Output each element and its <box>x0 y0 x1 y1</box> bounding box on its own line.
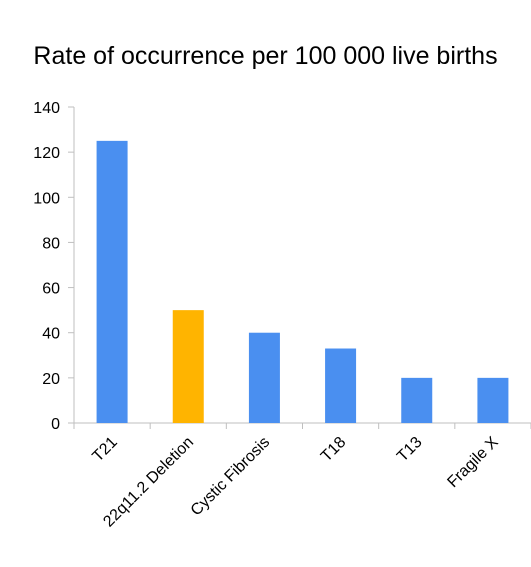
y-tick-label: 60 <box>42 281 60 298</box>
bar-t13 <box>401 377 433 423</box>
x-category-label: Fragile X <box>444 434 502 492</box>
y-tick-label: 100 <box>33 190 60 207</box>
x-category-label: T18 <box>318 434 350 466</box>
y-tick-label: 20 <box>42 371 60 388</box>
bar-cystic-fibrosis <box>248 332 280 423</box>
y-tick-label: 0 <box>51 416 60 433</box>
bar-t21 <box>96 140 128 423</box>
chart-title: Rate of occurrence per 100 000 live birt… <box>33 42 498 70</box>
x-category-label: T21 <box>89 434 121 466</box>
x-category-label: Cystic Fibrosis <box>188 434 274 520</box>
bar-t18 <box>325 348 357 423</box>
bar-fragile-x <box>477 377 509 423</box>
bar-22q11-2-deletion <box>172 310 204 423</box>
y-tick-label: 120 <box>33 145 60 162</box>
x-category-label: T13 <box>394 434 426 466</box>
y-tick-label: 40 <box>42 326 60 343</box>
y-tick-label: 80 <box>42 235 60 252</box>
y-tick-label: 140 <box>33 100 60 117</box>
